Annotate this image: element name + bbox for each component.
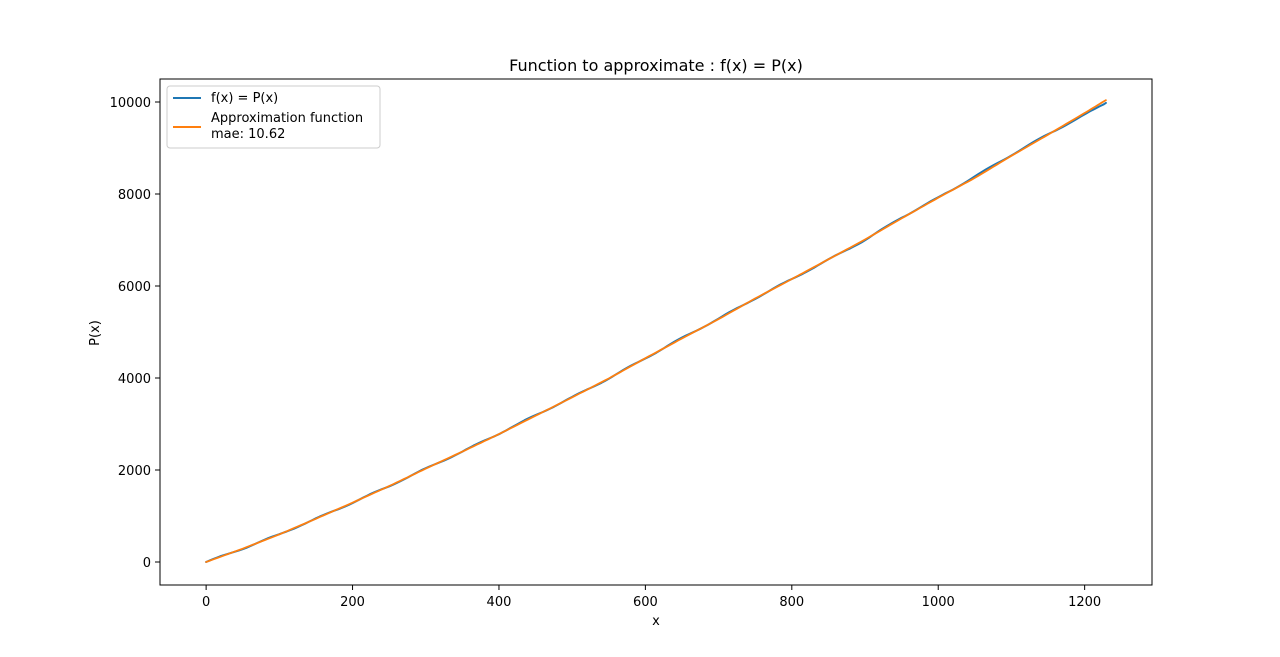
series-line-approximation xyxy=(205,99,1107,563)
y-axis-label: P(x) xyxy=(88,320,103,346)
series-layer xyxy=(205,99,1107,563)
x-tick-label: 400 xyxy=(487,595,512,610)
x-axis: 0 200 400 600 800 1000 1200 xyxy=(202,585,1101,610)
y-tick-label: 8000 xyxy=(118,188,151,203)
y-axis: 0 2000 4000 6000 8000 10000 xyxy=(110,96,160,571)
y-tick-label: 2000 xyxy=(118,464,151,479)
plot-area xyxy=(159,78,1153,586)
x-tick-label: 1000 xyxy=(922,595,955,610)
y-tick-label: 6000 xyxy=(118,280,151,295)
x-tick-label: 600 xyxy=(633,595,658,610)
x-tick-label: 200 xyxy=(340,595,365,610)
x-tick-label: 800 xyxy=(779,595,804,610)
y-tick-label: 10000 xyxy=(110,96,151,111)
x-axis-label: x xyxy=(652,614,660,629)
y-tick-label: 0 xyxy=(143,556,151,571)
legend-label: mae: 10.62 xyxy=(211,127,285,142)
legend-label: Approximation function xyxy=(211,111,363,126)
legend-label: f(x) = P(x) xyxy=(211,91,278,106)
legend-box xyxy=(166,85,381,149)
x-tick-label: 0 xyxy=(202,595,210,610)
y-tick-label: 4000 xyxy=(118,372,151,387)
x-tick-label: 1200 xyxy=(1068,595,1101,610)
chart-title: Function to approximate : f(x) = P(x) xyxy=(509,56,803,75)
